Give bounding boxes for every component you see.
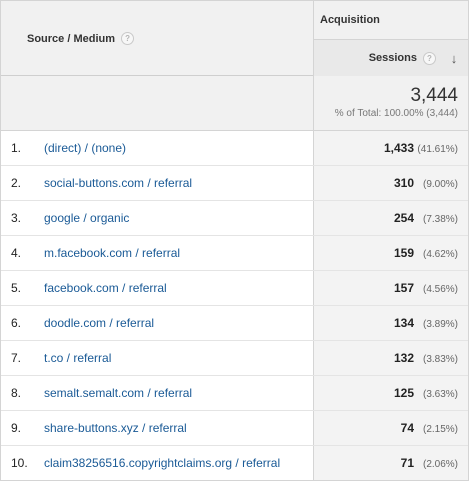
table-row: 9. share-buttons.xyz / referral 74 (2.15%) xyxy=(1,411,468,446)
sessions-pct: (2.15%) xyxy=(422,424,458,435)
sessions-cell: 310 (9.00%) xyxy=(313,166,468,200)
sessions-cell: 159 (4.62%) xyxy=(313,236,468,270)
sessions-pct: (4.62%) xyxy=(422,249,458,260)
dimension-label: Source / Medium xyxy=(27,32,116,45)
sessions-pct: (3.89%) xyxy=(422,319,458,330)
sessions-pct: (3.63%) xyxy=(422,389,458,400)
sessions-cell: 1,433 (41.61%) xyxy=(313,131,468,165)
total-sessions-value: 3,444 xyxy=(410,85,458,106)
source-medium-link[interactable]: claim38256516.copyrightclaims.org / refe… xyxy=(44,456,281,470)
sessions-pct: (41.61%) xyxy=(417,144,458,155)
sessions-value: 310 xyxy=(393,176,414,190)
source-medium-link[interactable]: facebook.com / referral xyxy=(44,281,167,295)
source-medium-link[interactable]: (direct) / (none) xyxy=(44,141,127,155)
sessions-value: 1,433 xyxy=(383,141,414,155)
source-medium-link[interactable]: google / organic xyxy=(44,211,130,225)
acquisition-group-header: Acquisition xyxy=(313,1,468,39)
sessions-cell: 125 (3.63%) xyxy=(313,376,468,410)
sessions-cell: 71 (2.06%) xyxy=(313,446,468,480)
totals-cell: 3,444 % of Total: 100.00% (3,444) xyxy=(313,76,468,130)
row-index: 2. xyxy=(11,176,22,190)
row-index: 9. xyxy=(11,421,22,435)
table-row: 7. t.co / referral 132 (3.83%) xyxy=(1,341,468,376)
sessions-value: 125 xyxy=(393,386,414,400)
source-medium-link[interactable]: t.co / referral xyxy=(44,351,112,365)
help-icon[interactable]: ? xyxy=(423,51,436,65)
sessions-cell: 132 (3.83%) xyxy=(313,341,468,375)
sessions-cell: 254 (7.38%) xyxy=(313,201,468,235)
source-medium-link[interactable]: semalt.semalt.com / referral xyxy=(44,386,193,400)
table-row: 4. m.facebook.com / referral 159 (4.62%) xyxy=(1,236,468,271)
table-row: 5. facebook.com / referral 157 (4.56%) xyxy=(1,271,468,306)
sessions-cell: 74 (2.15%) xyxy=(313,411,468,445)
sort-descending-icon[interactable]: ↓ xyxy=(450,50,458,66)
sessions-column-header[interactable]: Sessions ? ↓ xyxy=(313,39,468,76)
table-row: 1. (direct) / (none) 1,433 (41.61%) xyxy=(1,131,468,166)
row-index: 4. xyxy=(11,246,22,260)
row-index: 3. xyxy=(11,211,22,225)
row-index: 8. xyxy=(11,386,22,400)
sessions-value: 254 xyxy=(393,211,414,225)
help-icon[interactable]: ? xyxy=(121,32,135,45)
sessions-value: 74 xyxy=(400,421,414,435)
row-index: 10. xyxy=(11,456,28,470)
source-medium-link[interactable]: social-buttons.com / referral xyxy=(44,176,193,190)
table-row: 2. social-buttons.com / referral 310 (9.00%… xyxy=(1,166,468,201)
sessions-value: 159 xyxy=(393,246,414,260)
source-medium-link[interactable]: m.facebook.com / referral xyxy=(44,246,181,260)
sessions-pct: (2.06%) xyxy=(422,459,458,470)
source-medium-link[interactable]: share-buttons.xyz / referral xyxy=(44,421,187,435)
table-row: 8. semalt.semalt.com / referral 125 (3.63%) xyxy=(1,376,468,411)
table-row: 10. claim38256516.copyrightclaims.org / r… xyxy=(1,446,468,481)
sessions-value: 71 xyxy=(400,456,414,470)
dimension-column-header[interactable]: Source / Medium ? xyxy=(1,1,313,76)
row-index: 7. xyxy=(11,351,22,365)
sessions-pct: (4.56%) xyxy=(422,284,458,295)
row-index: 6. xyxy=(11,316,22,330)
table-body: 1. (direct) / (none) 1,433 (41.61%) 2. social… xyxy=(1,131,468,481)
source-medium-link[interactable]: doodle.com / referral xyxy=(44,316,155,330)
sessions-cell: 157 (4.56%) xyxy=(313,271,468,305)
sessions-value: 134 xyxy=(393,316,414,330)
table-row: 3. google / organic 254 (7.38%) xyxy=(1,201,468,236)
sessions-pct: (9.00%) xyxy=(422,179,458,190)
sessions-value: 132 xyxy=(393,351,414,365)
sessions-value: 157 xyxy=(393,281,414,295)
sessions-pct: (3.83%) xyxy=(422,354,458,365)
sessions-cell: 134 (3.89%) xyxy=(313,306,468,340)
row-index: 5. xyxy=(11,281,22,295)
metric-label: Sessions xyxy=(368,52,417,64)
group-label: Acquisition xyxy=(320,14,380,26)
table-header: Source / Medium ? Acquisition Sessions ?… xyxy=(1,0,468,76)
row-index: 1. xyxy=(11,141,22,155)
table-row: 6. doodle.com / referral 134 (3.89%) xyxy=(1,306,468,341)
total-sessions-pct: % of Total: 100.00% (3,444) xyxy=(334,108,458,119)
sessions-pct: (7.38%) xyxy=(422,214,458,225)
totals-row: 3,444 % of Total: 100.00% (3,444) xyxy=(1,76,468,131)
